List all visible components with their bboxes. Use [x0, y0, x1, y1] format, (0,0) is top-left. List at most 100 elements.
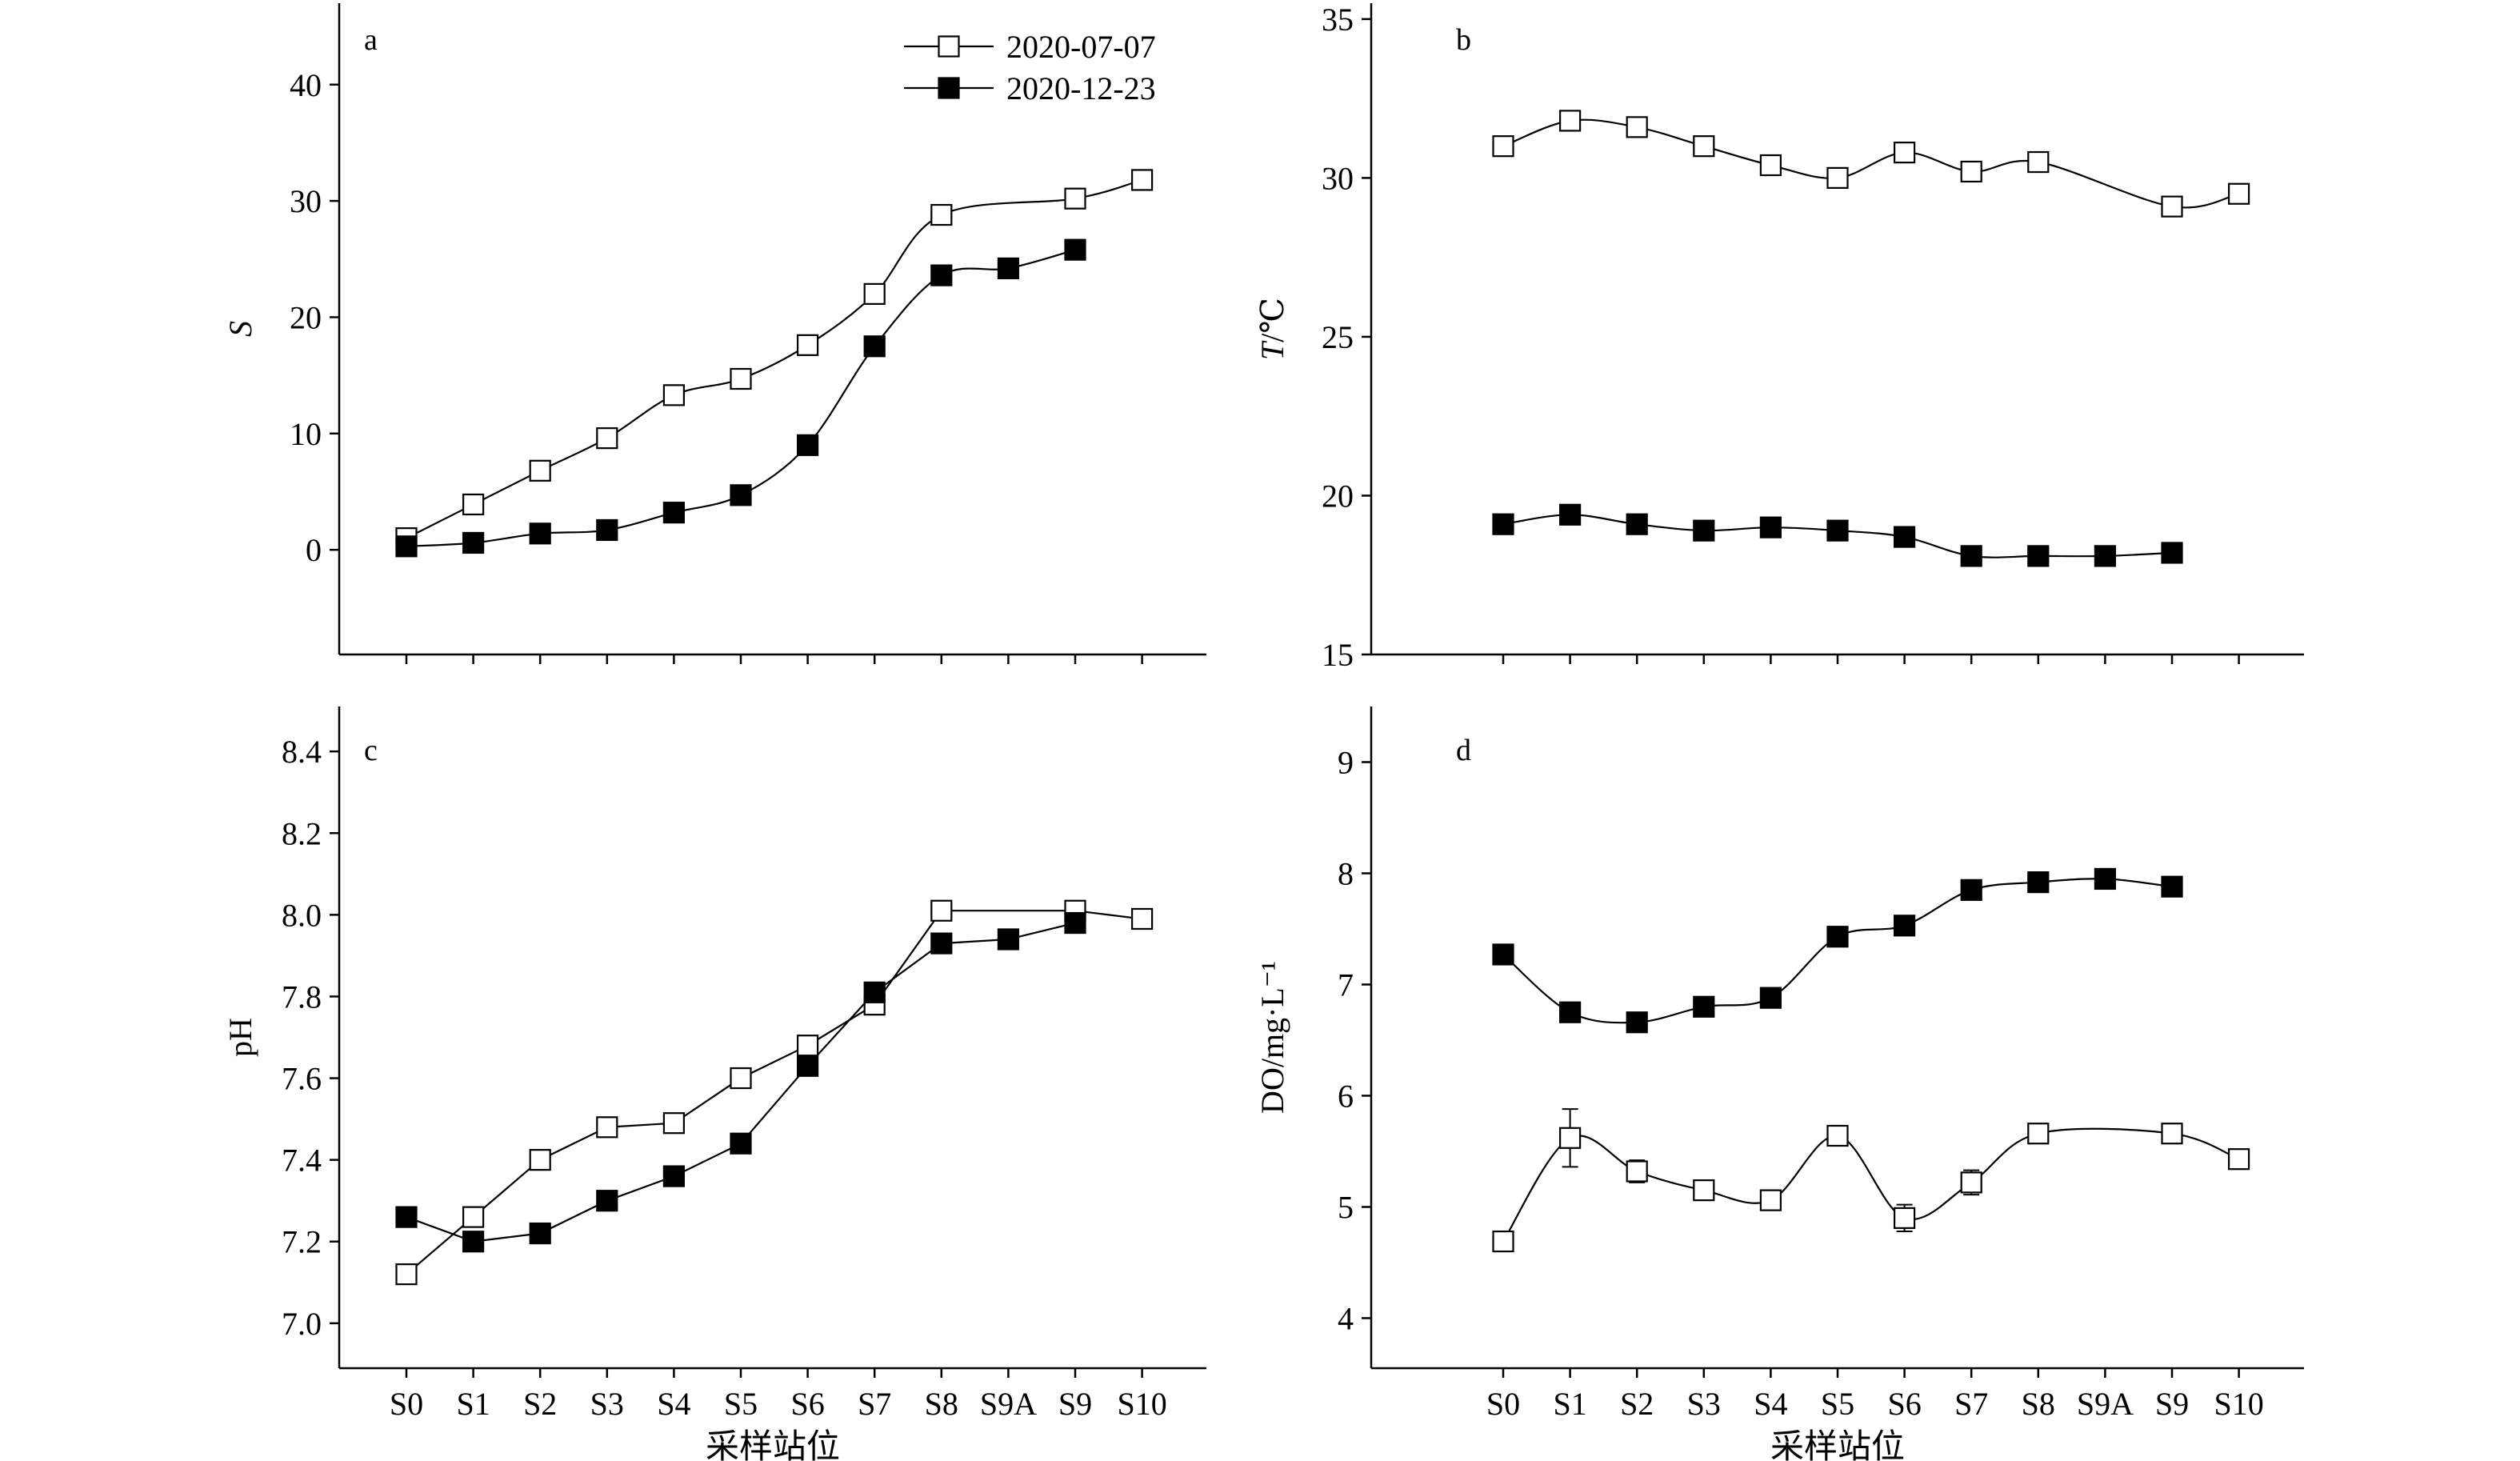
- data-point: [796, 334, 819, 356]
- series-line: [406, 910, 1142, 1275]
- data-point: [596, 518, 618, 542]
- x-tick-label: S2: [523, 1386, 557, 1422]
- data-point: [662, 502, 686, 524]
- x-tick-label: S2: [1620, 1386, 1654, 1422]
- y-tick-label: 8.0: [282, 897, 322, 933]
- data-point: [596, 1190, 618, 1212]
- data-point: [596, 427, 618, 450]
- x-tick-label: S3: [1687, 1386, 1721, 1422]
- y-tick-label: 40: [290, 67, 322, 103]
- data-point: [1894, 1207, 1916, 1229]
- data-point: [462, 1206, 485, 1228]
- data-point: [462, 1231, 485, 1253]
- data-point: [2027, 545, 2050, 567]
- data-point: [1759, 154, 1782, 177]
- data-point: [1626, 1160, 1648, 1183]
- data-point: [395, 535, 418, 558]
- data-point: [529, 522, 551, 545]
- panel-d: 4 5 6 7 8 9 S0 S1 S2 S3 S4 S5 S6 S7 S8 S9A S9 S10 d DO/mg·L…: [1254, 706, 2304, 1461]
- data-point: [1759, 516, 1782, 538]
- y-tick-label: 8.2: [282, 815, 322, 851]
- data-point: [1492, 513, 1514, 535]
- series-line: [1502, 118, 2239, 209]
- data-point: [462, 493, 485, 516]
- data-point: [730, 1132, 752, 1155]
- series-open: [395, 899, 1154, 1286]
- panel-letter: b: [1456, 23, 1471, 57]
- data-point: [1492, 135, 1514, 158]
- data-point: [2161, 195, 2183, 218]
- data-point: [662, 1112, 686, 1135]
- series-open: [395, 169, 1154, 550]
- data-point: [1558, 1001, 1582, 1023]
- y-axis-label-var: T: [1254, 340, 1290, 360]
- data-point: [1759, 987, 1782, 1009]
- y-tick-label: 5: [1338, 1189, 1354, 1225]
- data-point: [1492, 1230, 1514, 1253]
- panel-letter: a: [364, 23, 378, 57]
- data-point: [930, 203, 953, 226]
- y-tick-label: 7.4: [282, 1143, 322, 1179]
- data-point: [1960, 545, 1982, 567]
- data-point: [596, 1116, 618, 1139]
- data-point: [1693, 519, 1715, 542]
- data-point: [1064, 911, 1086, 935]
- y-tick-label: 25: [1322, 319, 1354, 355]
- data-point: [930, 932, 953, 955]
- data-point: [1130, 169, 1154, 191]
- x-tick-label: S5: [724, 1386, 758, 1422]
- data-point: [2094, 545, 2116, 567]
- data-point: [1894, 142, 1916, 164]
- data-point: [863, 335, 886, 358]
- data-point: [1826, 166, 1849, 189]
- data-point: [529, 1149, 551, 1171]
- y-axis-label: T/℃: [1254, 298, 1290, 360]
- data-point: [1826, 926, 1849, 948]
- y-tick-label: 7.6: [282, 1061, 322, 1097]
- y-tick-label: 35: [1322, 2, 1354, 38]
- x-tick-label: S9: [1058, 1386, 1092, 1422]
- legend-item: 2020-12-23: [904, 70, 1156, 106]
- y-axis-label-unit: pH: [222, 1018, 258, 1057]
- y-axis-label-var: S: [222, 321, 258, 337]
- data-point: [662, 1165, 686, 1187]
- x-tick-label: S4: [657, 1386, 690, 1422]
- y-tick-label: 10: [290, 416, 322, 452]
- series-line: [1502, 878, 2173, 1024]
- data-point: [1130, 907, 1154, 931]
- y-tick-label: 30: [1322, 160, 1354, 196]
- data-point: [1064, 238, 1086, 261]
- x-tick-label: S7: [858, 1386, 891, 1422]
- x-tick-label: S9A: [980, 1386, 1037, 1422]
- x-tick-label: S0: [1486, 1386, 1520, 1422]
- legend-label: 2020-12-23: [1006, 70, 1156, 106]
- x-tick-label: S4: [1754, 1386, 1787, 1422]
- series-line: [406, 249, 1076, 547]
- data-point: [930, 264, 953, 286]
- data-point: [1693, 135, 1715, 158]
- x-tick-label: S6: [790, 1386, 824, 1422]
- data-point: [730, 1067, 752, 1090]
- data-point: [1693, 1179, 1715, 1202]
- data-point: [2027, 150, 2050, 174]
- y-tick-label: 4: [1338, 1300, 1354, 1336]
- legend: 2020-07-07 2020-12-23: [904, 29, 1156, 106]
- panel-c: 7.0 7.2 7.4 7.6 7.8 8.0 8.2 8.4 S0 S1 S2 S3 S4 S5 S6 S7…: [222, 706, 1206, 1461]
- panel-letter: c: [364, 734, 378, 767]
- x-tick-label: S1: [1553, 1386, 1586, 1422]
- data-point: [1558, 503, 1582, 526]
- x-tick-label: S9A: [2077, 1386, 2134, 1422]
- data-point: [1960, 879, 1982, 901]
- data-point: [1064, 187, 1086, 210]
- x-tick-label: S3: [590, 1386, 624, 1422]
- data-point: [462, 531, 485, 554]
- data-point: [2094, 867, 2116, 891]
- series-line: [406, 178, 1142, 539]
- series-filled: [395, 911, 1086, 1253]
- x-tick-label: S8: [925, 1386, 958, 1422]
- series-filled: [395, 238, 1086, 558]
- panel-a: 0 10 20 30 40 a S 2020-07-07 2020-12-23: [222, 3, 1206, 664]
- series-open: [1492, 1108, 2250, 1253]
- y-tick-label: 9: [1338, 744, 1354, 780]
